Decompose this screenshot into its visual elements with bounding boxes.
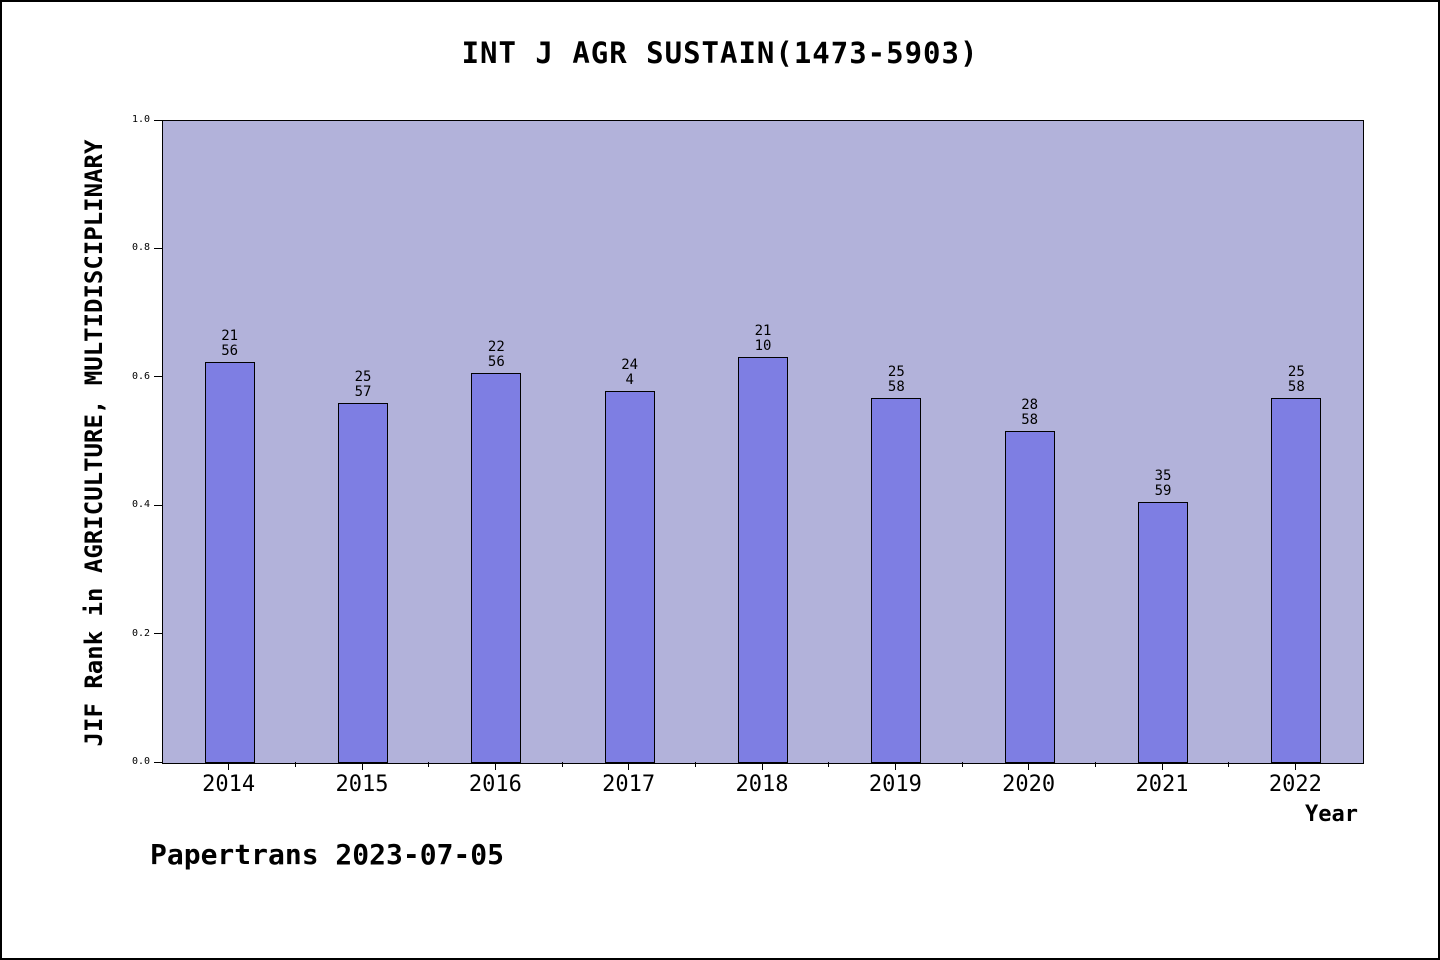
x-axis-tick — [228, 762, 230, 770]
x-tick-label: 2015 — [335, 772, 389, 797]
x-axis-minor-tick — [561, 762, 563, 767]
y-axis-tick — [154, 247, 162, 249]
chart-title: INT J AGR SUSTAIN(1473-5903) — [461, 36, 979, 70]
bar-value-numerator: 22 — [487, 339, 505, 356]
x-axis-tick — [1294, 762, 1296, 770]
bar — [1271, 397, 1322, 763]
x-axis-minor-tick — [428, 762, 430, 767]
bar — [871, 397, 922, 763]
bar-value-numerator: 24 — [621, 357, 639, 374]
x-axis-minor-tick — [294, 762, 296, 767]
bar — [1004, 431, 1055, 763]
y-axis-tick — [154, 633, 162, 635]
x-axis-minor-tick — [694, 762, 696, 767]
x-axis-tick — [894, 762, 896, 770]
y-axis-tick — [154, 119, 162, 121]
bar-value-denominator: 58 — [1021, 412, 1039, 429]
bar-value-denominator: 4 — [625, 372, 634, 389]
y-tick-label: 0.2 — [131, 627, 150, 639]
y-axis-label: JIF Rank in AGRICULTURE, MULTIDISCIPLINA… — [80, 139, 108, 747]
x-tick-label: 2014 — [202, 772, 256, 797]
bar-value-denominator: 56 — [221, 342, 239, 359]
x-tick-label: 2017 — [602, 772, 656, 797]
bar-value-label: 21 56 — [190, 327, 270, 359]
x-axis-tick — [628, 762, 630, 770]
y-axis-tick — [154, 761, 162, 763]
bar-value-denominator: 59 — [1154, 482, 1172, 499]
x-axis-tick — [761, 762, 763, 770]
footer-watermark: Papertrans 2023-07-05 — [150, 838, 505, 871]
plot-area: 21 56 25 57 22 56 24 4 21 10 25 58 28 58 35 59 25 58 — [162, 120, 1364, 764]
bar-value-numerator: 21 — [221, 327, 239, 344]
bar-value-label: 35 59 — [1123, 467, 1203, 499]
bar-value-numerator: 25 — [354, 368, 372, 385]
bar — [471, 373, 522, 763]
x-axis-tick — [361, 762, 363, 770]
bar — [604, 391, 655, 763]
x-axis-tick — [1028, 762, 1030, 770]
x-tick-label: 2018 — [735, 772, 789, 797]
bar — [1138, 501, 1188, 763]
bar-value-label: 28 58 — [990, 398, 1070, 428]
bar-value-numerator: 21 — [754, 323, 772, 340]
y-tick-label: 0.8 — [131, 242, 150, 254]
x-tick-label: 2021 — [1135, 772, 1189, 797]
x-tick-label: 2020 — [1002, 772, 1056, 797]
x-tick-label: 2022 — [1268, 772, 1322, 797]
x-axis-minor-tick — [828, 762, 830, 767]
y-tick-label: 0.4 — [131, 499, 150, 511]
bar-value-label: 25 58 — [1256, 363, 1336, 395]
bar-value-label: 24 4 — [590, 358, 670, 388]
y-tick-label: 0.0 — [131, 756, 150, 767]
bar-value-numerator: 25 — [887, 363, 905, 380]
y-tick-label: 1.0 — [131, 114, 150, 125]
bar-value-numerator: 28 — [1021, 397, 1039, 414]
bar-value-denominator: 58 — [887, 378, 905, 395]
bar-value-denominator: 56 — [487, 354, 505, 371]
x-tick-label: 2019 — [868, 772, 922, 797]
x-axis-tick — [1161, 762, 1163, 770]
x-axis-label: Year — [1305, 802, 1358, 827]
x-axis-minor-tick — [1228, 762, 1230, 767]
bar — [204, 361, 255, 763]
x-tick-label: 2016 — [468, 772, 522, 797]
bar — [338, 402, 388, 763]
bar-value-denominator: 58 — [1287, 378, 1305, 395]
bar-value-numerator: 35 — [1154, 467, 1172, 484]
bar-value-numerator: 25 — [1287, 363, 1305, 380]
y-tick-label: 0.6 — [131, 370, 150, 382]
bar-value-label: 25 57 — [323, 368, 403, 400]
bar-value-denominator: 57 — [354, 383, 372, 400]
bar-value-label: 25 58 — [856, 363, 936, 395]
bar-value-label: 21 10 — [723, 324, 803, 354]
bar — [738, 357, 788, 763]
bar-value-denominator: 10 — [754, 338, 772, 355]
x-axis-minor-tick — [961, 762, 963, 767]
bar-value-label: 22 56 — [456, 340, 536, 370]
x-axis-tick — [494, 762, 496, 770]
y-axis-tick — [154, 376, 162, 378]
x-axis-minor-tick — [1094, 762, 1096, 767]
y-axis-tick — [154, 504, 162, 506]
